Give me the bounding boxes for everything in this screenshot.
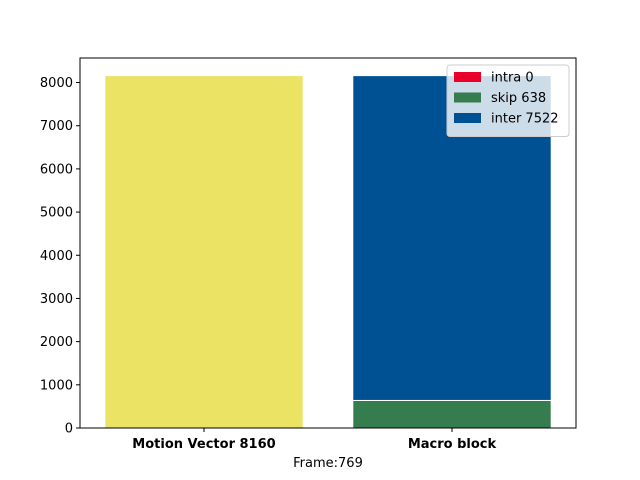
y-tick-label: 7000 [40,119,73,134]
y-tick-label: 1000 [40,378,73,393]
x-category-label: Motion Vector 8160 [132,437,275,452]
legend-label: skip 638 [491,91,546,106]
legend-swatch [454,113,481,123]
y-tick-label: 4000 [40,249,73,264]
legend-label: intra 0 [491,71,534,86]
legend-label: inter 7522 [491,112,559,127]
y-tick-label: 2000 [40,335,73,350]
y-tick-label: 0 [65,422,73,437]
legend-swatch [454,72,481,82]
y-tick-label: 6000 [40,162,73,177]
y-axis: 0 1000 2000 3000 4000 5000 6000 7000 8000 [40,76,80,437]
y-tick-label: 3000 [40,292,73,307]
legend-swatch [454,92,481,103]
y-tick-label: 8000 [40,76,73,91]
plot-frame [79,57,577,429]
legend: intra 0 skip 638 inter 7522 [446,64,570,137]
y-tick-label: 5000 [40,206,73,221]
bar-1-segment-1 [352,399,552,429]
bar-0-segment-0 [104,75,304,429]
x-axis-label: Frame:769 [293,456,363,471]
x-axis: Motion Vector 8160 Macro block [132,428,497,452]
x-category-label: Macro block [408,437,497,452]
